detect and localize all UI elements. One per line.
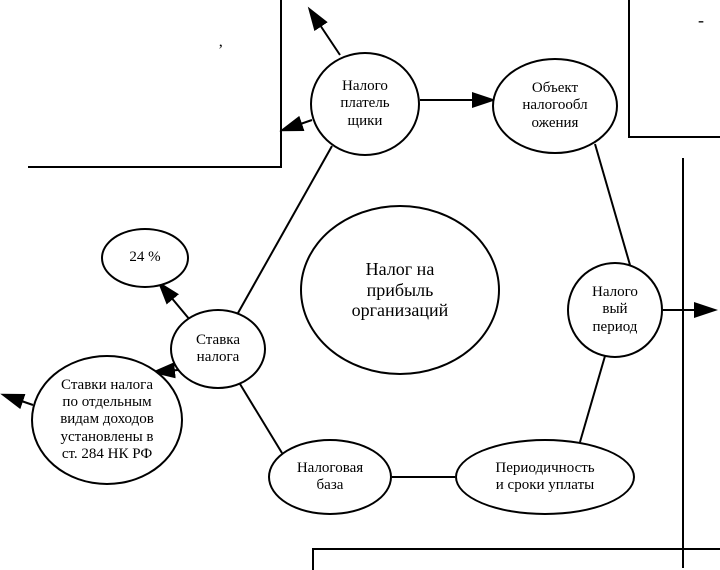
node-pct: 24 %: [101, 228, 189, 288]
annot-top-right: -: [698, 10, 704, 31]
edge-base-rate: [240, 384, 282, 453]
node-freq: Периодичностьи сроки уплаты: [455, 439, 635, 515]
node-base-label: Налоговаябаза: [297, 460, 363, 495]
node-period-label: Налоговыйпериод: [592, 284, 638, 336]
edge-taxpayers-up: [310, 10, 340, 55]
node-rate: Ставканалога: [170, 309, 266, 389]
annot-top-left: ’: [218, 42, 223, 60]
node-center-label: Налог наприбыльорганизаций: [352, 259, 449, 321]
node-rate-label: Ставканалога: [196, 332, 240, 367]
frame-top-right: [628, 0, 720, 138]
node-period: Налоговыйпериод: [567, 262, 663, 358]
frame-top-left: [28, 0, 282, 168]
node-object-label: Объектналогообложения: [522, 80, 587, 132]
node-base: Налоговаябаза: [268, 439, 392, 515]
node-rates-detail: Ставки налогапо отдельнымвидам доходовус…: [31, 355, 183, 485]
edge-object-period: [595, 144, 630, 265]
frame-mid-right: [682, 158, 720, 568]
frame-bottom: [312, 548, 720, 570]
node-object: Объектналогообложения: [492, 58, 618, 154]
node-pct-label: 24 %: [129, 249, 160, 266]
edge-taxpayers-left: [283, 120, 312, 130]
edge-detail-left: [4, 395, 33, 405]
edge-period-freq: [580, 356, 605, 442]
node-taxpayers: Налогоплательщики: [310, 52, 420, 156]
edge-rate-pct: [160, 284, 190, 320]
node-freq-label: Периодичностьи сроки уплаты: [495, 460, 594, 495]
node-center: Налог наприбыльорганизаций: [300, 205, 500, 375]
node-taxpayers-label: Налогоплательщики: [340, 78, 389, 130]
node-rates-detail-label: Ставки налогапо отдельнымвидам доходовус…: [60, 377, 154, 463]
